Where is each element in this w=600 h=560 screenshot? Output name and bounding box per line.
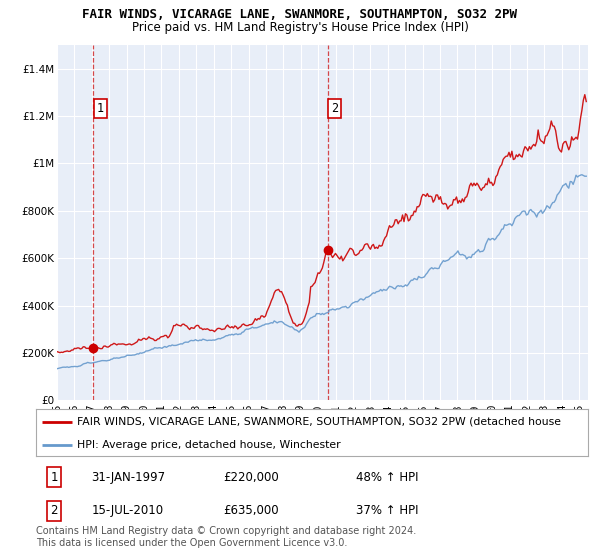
Text: Price paid vs. HM Land Registry's House Price Index (HPI): Price paid vs. HM Land Registry's House …: [131, 21, 469, 34]
Text: £220,000: £220,000: [224, 471, 280, 484]
Text: 15-JUL-2010: 15-JUL-2010: [91, 504, 163, 517]
Text: 37% ↑ HPI: 37% ↑ HPI: [356, 504, 419, 517]
Text: Contains HM Land Registry data © Crown copyright and database right 2024.
This d: Contains HM Land Registry data © Crown c…: [36, 526, 416, 548]
Text: FAIR WINDS, VICARAGE LANE, SWANMORE, SOUTHAMPTON, SO32 2PW: FAIR WINDS, VICARAGE LANE, SWANMORE, SOU…: [83, 8, 517, 21]
Text: 31-JAN-1997: 31-JAN-1997: [91, 471, 166, 484]
Text: 1: 1: [50, 471, 58, 484]
Text: FAIR WINDS, VICARAGE LANE, SWANMORE, SOUTHAMPTON, SO32 2PW (detached house: FAIR WINDS, VICARAGE LANE, SWANMORE, SOU…: [77, 417, 562, 427]
Text: 48% ↑ HPI: 48% ↑ HPI: [356, 471, 419, 484]
Text: 2: 2: [331, 102, 338, 115]
Text: £635,000: £635,000: [224, 504, 280, 517]
Text: 2: 2: [50, 504, 58, 517]
Text: HPI: Average price, detached house, Winchester: HPI: Average price, detached house, Winc…: [77, 440, 341, 450]
Text: 1: 1: [97, 102, 104, 115]
